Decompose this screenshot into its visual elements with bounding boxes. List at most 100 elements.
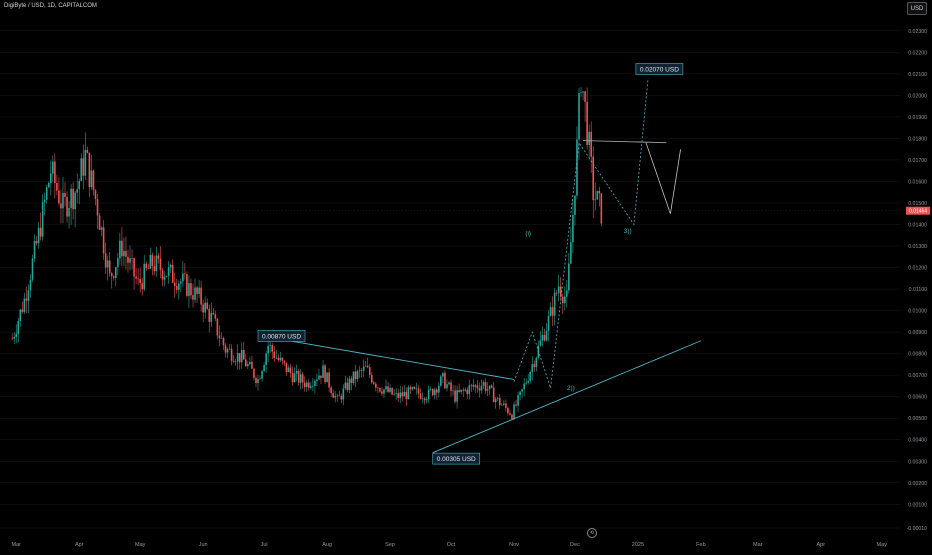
candle-body: [594, 199, 597, 201]
candle-body: [17, 320, 20, 334]
candle-body: [431, 389, 434, 396]
candle-body: [448, 382, 450, 385]
candle-body: [80, 158, 83, 181]
candle-body: [429, 389, 432, 390]
candle-body: [56, 183, 58, 191]
candle-body: [180, 281, 182, 284]
candle-body: [507, 407, 509, 414]
candle-body: [588, 131, 590, 145]
candle-body: [368, 367, 371, 375]
candle-body: [155, 255, 158, 272]
price-label-text: 0.00305 USD: [437, 456, 476, 463]
candle-body: [115, 267, 117, 278]
candle-body: [261, 371, 263, 379]
candle-body: [25, 298, 28, 301]
candle-body: [86, 149, 89, 153]
candle-body: [283, 360, 286, 363]
candle-body: [236, 353, 239, 362]
candle-body: [320, 375, 322, 378]
ascending-support-line: [432, 340, 702, 454]
x-tick-label: May: [135, 542, 146, 548]
candle-body: [440, 376, 442, 386]
candles-layer: [11, 87, 603, 421]
candle-body: [362, 366, 365, 371]
candle-body: [492, 387, 495, 403]
candle-body: [104, 253, 107, 268]
price-label-text: 0.00870 USD: [262, 333, 301, 340]
replay-icon[interactable]: ⟲: [587, 528, 597, 538]
candle-body: [161, 270, 164, 280]
candle-body: [108, 260, 111, 274]
wave-label: (i): [525, 230, 531, 237]
candle-body: [350, 378, 353, 383]
candle-body: [96, 199, 99, 216]
candle-body: [364, 365, 367, 367]
price-label-box: [432, 452, 481, 465]
candle-body: [149, 254, 152, 269]
y-tick-label: -0.00010: [907, 526, 928, 532]
currency-button[interactable]: USD: [907, 2, 927, 15]
y-tick-label: 0.02300: [908, 29, 927, 35]
y-tick-label: 0.02000: [908, 93, 927, 99]
candle-body: [332, 393, 334, 398]
candle-body: [240, 349, 243, 363]
candle-body: [171, 264, 174, 283]
candle-body: [555, 292, 558, 294]
candle-body: [135, 276, 137, 279]
candle-body: [293, 373, 296, 383]
y-tick-label: 0.00300: [908, 459, 927, 465]
candle-body: [342, 388, 345, 400]
candle-body: [486, 389, 489, 391]
candle-body: [277, 357, 280, 361]
y-tick-label: 0.00900: [908, 330, 927, 336]
x-tick-label: Mar: [753, 542, 763, 548]
candle-body: [13, 336, 16, 339]
candle-body: [590, 131, 592, 157]
candle-body: [299, 374, 302, 383]
y-tick-label: 0.01700: [908, 158, 927, 164]
candle-body: [348, 378, 351, 390]
y-tick-label: 0.01900: [908, 115, 927, 121]
candle-body: [582, 91, 584, 93]
candle-body: [523, 383, 525, 390]
candle-body: [381, 391, 383, 394]
y-tick-label: 0.01500: [908, 201, 927, 207]
candle-body: [466, 389, 469, 395]
candle-body: [476, 385, 479, 389]
candle-body: [269, 345, 272, 346]
y-tick-label: 0.00800: [908, 352, 927, 358]
candle-body: [433, 389, 436, 396]
price-label-text: 0.02070 USD: [640, 67, 679, 74]
candle-body: [110, 273, 113, 277]
descending-resistance-line: [264, 335, 515, 380]
candle-body: [94, 190, 97, 200]
candle-body: [98, 215, 101, 230]
candle-body: [119, 240, 121, 259]
candle-body: [247, 364, 249, 367]
candle-body: [58, 190, 60, 204]
candle-body: [478, 388, 481, 391]
candle-body: [78, 180, 81, 190]
x-tick-label: Aug: [322, 542, 332, 548]
candle-body: [100, 227, 103, 230]
candle-body: [64, 192, 66, 197]
candle-body: [163, 276, 166, 280]
current-price-tag: [906, 206, 930, 215]
labels-layer: 0.00870 USD 0.00305 USD 0.02070 USD (i) 2)) 3…: [257, 63, 684, 465]
candle-body: [464, 389, 467, 391]
candle-body: [84, 149, 87, 176]
candle-body: [517, 395, 519, 406]
y-tick-label: 0.00400: [908, 438, 927, 444]
candle-body: [472, 384, 475, 387]
horizontal-level-line: [583, 140, 667, 144]
x-tick-label: 2025: [632, 542, 644, 548]
current-price-label: 0.01464: [909, 209, 927, 215]
candle-body: [305, 382, 308, 388]
candle-body: [23, 298, 26, 312]
candle-body: [137, 278, 139, 280]
candle-body: [417, 388, 420, 394]
candle-body: [375, 383, 377, 388]
candle-body: [169, 264, 172, 268]
